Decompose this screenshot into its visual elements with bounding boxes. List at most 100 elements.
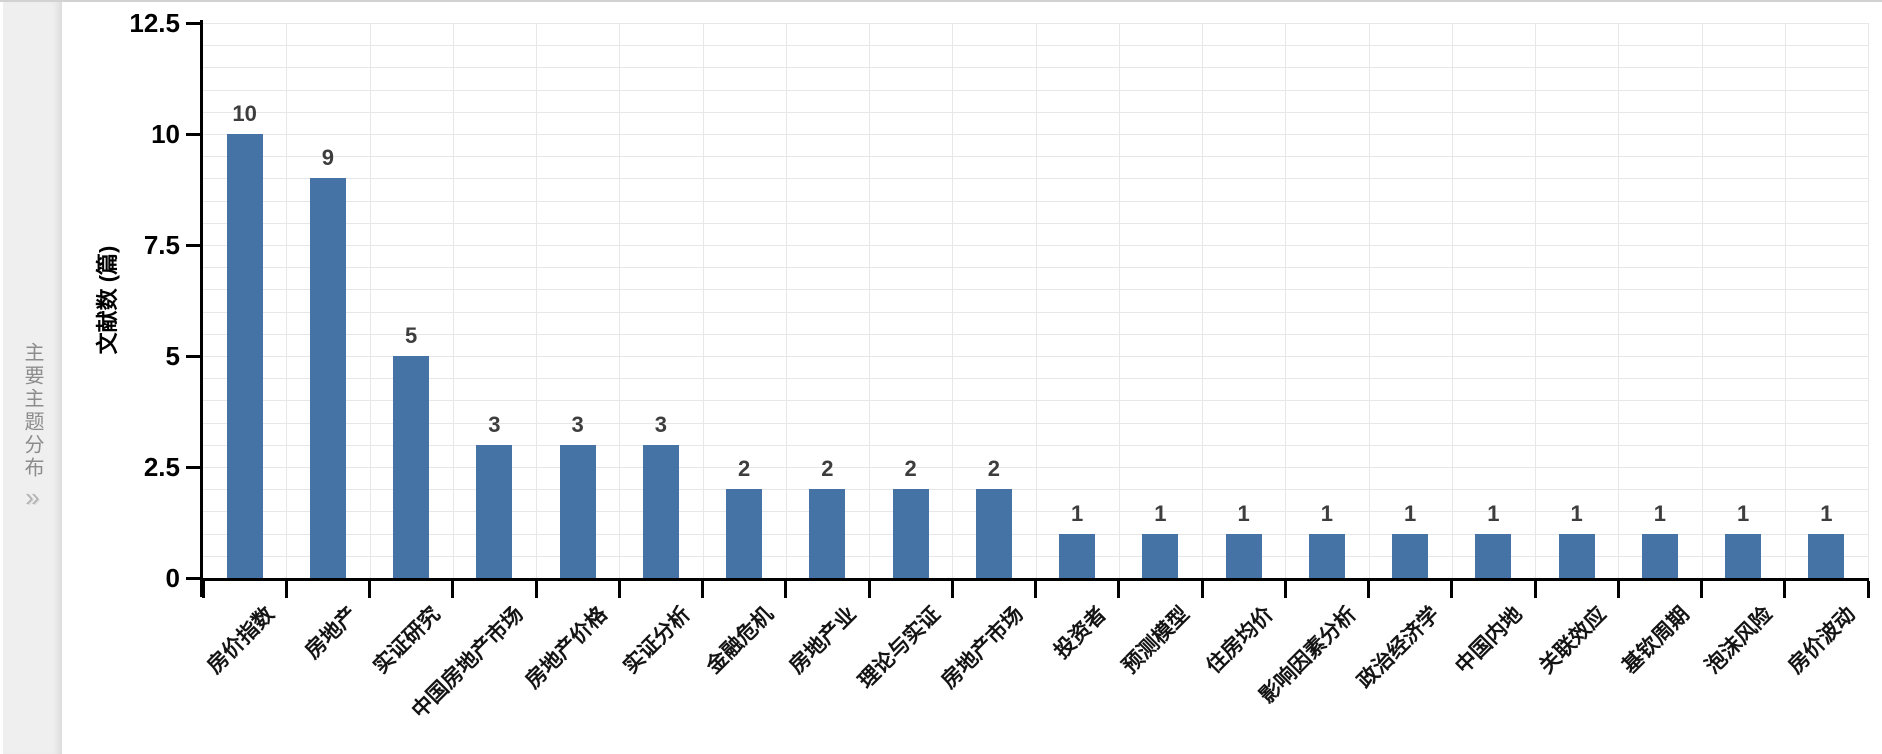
x-category-label: 房地产业 xyxy=(785,602,862,679)
y-tick xyxy=(186,22,200,25)
x-gridline xyxy=(369,23,371,578)
y-tick xyxy=(186,133,200,136)
x-category-label: 预测模型 xyxy=(1118,602,1195,679)
bar[interactable] xyxy=(1392,533,1429,578)
bar[interactable] xyxy=(476,444,513,578)
bar-value-label: 2 xyxy=(987,456,1000,482)
x-category-label: 实证研究 xyxy=(369,602,445,679)
x-category-label: 房地产价格 xyxy=(520,602,612,694)
x-gridline xyxy=(869,23,870,578)
bar[interactable] xyxy=(892,489,929,578)
bar-value-label: 1 xyxy=(1487,500,1500,526)
bar[interactable] xyxy=(1059,533,1096,578)
bar-value-label: 1 xyxy=(1404,500,1417,526)
bar[interactable] xyxy=(1142,533,1179,578)
x-category-label: 房地产市场 xyxy=(937,602,1028,694)
bar-value-label: 1 xyxy=(1653,500,1666,526)
x-gridline xyxy=(702,23,704,578)
x-tick xyxy=(784,581,788,598)
x-tick xyxy=(1866,581,1870,598)
bar-value-label: 2 xyxy=(821,456,834,482)
x-tick xyxy=(1783,581,1787,598)
x-category-label: 房地产 xyxy=(300,602,362,664)
x-tick xyxy=(701,581,704,598)
bar[interactable] xyxy=(1475,533,1512,578)
x-category-label: 基钦周期 xyxy=(1618,602,1694,679)
x-tick xyxy=(950,581,954,598)
x-tick xyxy=(451,581,455,598)
x-gridline xyxy=(452,23,454,578)
bar[interactable] xyxy=(309,178,346,578)
y-tick xyxy=(186,466,200,469)
y-tick-label: 10 xyxy=(151,119,180,149)
x-gridline xyxy=(785,23,787,578)
bar[interactable] xyxy=(726,489,763,578)
x-category-label: 中国内地 xyxy=(1451,602,1528,679)
x-tick xyxy=(867,581,871,598)
x-category-label: 关联效应 xyxy=(1534,602,1611,679)
bar-value-label: 3 xyxy=(571,411,584,437)
x-tick xyxy=(1700,581,1703,598)
x-category-label: 理论与实证 xyxy=(853,602,945,694)
bar-value-label: 3 xyxy=(654,411,667,437)
bar-value-label: 5 xyxy=(405,323,418,348)
x-gridline xyxy=(1868,23,1869,578)
bar-value-label: 2 xyxy=(904,456,917,482)
x-category-label: 政治经济学 xyxy=(1353,602,1444,694)
side-panel-title: 主要主题分布 xyxy=(21,342,43,480)
x-tick xyxy=(1533,581,1537,598)
bar[interactable] xyxy=(1641,533,1678,578)
y-tick xyxy=(186,355,200,358)
y-axis-line xyxy=(200,20,203,597)
expand-panel-chevron-icon[interactable]: » xyxy=(25,482,40,512)
x-category-label: 投资者 xyxy=(1050,602,1111,664)
x-gridline xyxy=(1618,23,1620,578)
x-gridline xyxy=(1202,23,1203,578)
bar[interactable] xyxy=(975,489,1012,578)
x-gridline xyxy=(1035,23,1037,578)
x-tick xyxy=(284,581,288,598)
y-axis-title: 文献数 (篇) xyxy=(95,245,120,355)
bar[interactable] xyxy=(1225,533,1262,578)
y-tick-label: 5 xyxy=(165,341,180,371)
x-category-label: 实证分析 xyxy=(619,602,695,679)
x-gridline xyxy=(1285,23,1287,578)
x-gridline xyxy=(536,23,537,578)
bar[interactable] xyxy=(393,356,430,578)
x-tick xyxy=(1283,581,1287,598)
bar-value-label: 9 xyxy=(321,145,334,171)
x-axis-line xyxy=(200,578,1869,581)
y-tick xyxy=(186,244,200,247)
x-tick xyxy=(1616,581,1620,598)
bar[interactable] xyxy=(642,444,679,578)
x-category-label: 金融危机 xyxy=(702,602,778,679)
x-gridline xyxy=(619,23,621,578)
bar[interactable] xyxy=(226,134,263,578)
bar[interactable] xyxy=(1725,533,1762,578)
x-tick xyxy=(1450,581,1454,598)
x-gridline xyxy=(952,23,954,578)
x-category-label: 房价波动 xyxy=(1784,602,1861,679)
bar[interactable] xyxy=(1558,533,1595,578)
x-tick xyxy=(1034,581,1037,598)
bar-value-label: 10 xyxy=(232,101,257,126)
x-tick xyxy=(617,581,621,598)
y-tick-label: 0 xyxy=(165,563,180,593)
y-tick-label: 2.5 xyxy=(143,452,180,482)
collapsed-side-panel[interactable]: 主要主题分布 » xyxy=(3,2,62,754)
x-gridline xyxy=(1118,23,1120,578)
x-tick xyxy=(1117,581,1121,598)
x-gridline xyxy=(1451,23,1453,578)
x-gridline xyxy=(286,23,288,578)
bar[interactable] xyxy=(809,489,846,578)
bar[interactable] xyxy=(1308,533,1345,578)
bar[interactable] xyxy=(559,444,596,578)
x-tick xyxy=(534,581,538,598)
x-category-label: 泡沫风险 xyxy=(1701,602,1777,679)
x-gridline xyxy=(1701,23,1703,578)
x-category-label: 房价指数 xyxy=(202,602,279,679)
bar[interactable] xyxy=(1808,533,1845,578)
bar-value-label: 1 xyxy=(1154,500,1167,526)
